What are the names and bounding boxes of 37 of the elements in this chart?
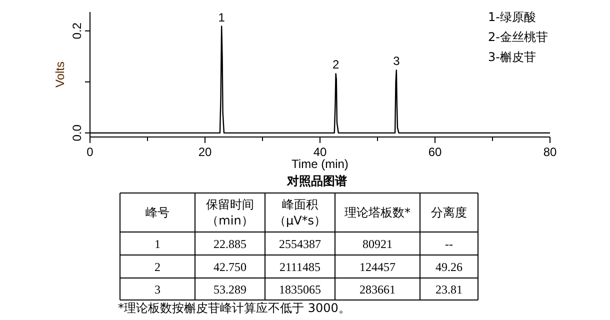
text: 22.885 — [214, 237, 246, 251]
y-tick-label: 0.2 — [70, 22, 84, 40]
x-axis-title: Time (min) — [292, 157, 348, 171]
text: 2111485 — [279, 260, 321, 274]
annotation: 1 — [218, 10, 226, 24]
text: 1835065 — [279, 282, 321, 296]
x-tick-label: 80 — [543, 145, 557, 159]
annotation: 1-绿原酸 — [488, 10, 536, 24]
text: 23.81 — [436, 282, 462, 296]
text: *理论板数按槲皮苷峰计算应不低于 3000。 — [118, 301, 350, 315]
category-label: 分离度 — [431, 206, 467, 220]
text: 42.750 — [214, 260, 246, 274]
text: 49.26 — [436, 260, 462, 274]
category-label: 理论塔板数* — [344, 206, 410, 220]
text: 124457 — [360, 260, 396, 274]
category-label: 保留时间（min） — [206, 198, 254, 228]
text: 1 — [154, 237, 160, 251]
text: 对照品图谱 — [286, 174, 347, 188]
text: -- — [445, 237, 453, 251]
y-tick-label: 0.0 — [70, 124, 84, 142]
x-tick-label: 0 — [86, 145, 94, 159]
annotation: 3-槲皮苷 — [488, 50, 536, 64]
text: 80921 — [362, 237, 392, 251]
text: 2554387 — [279, 237, 321, 251]
annotation: 2-金丝桃苷 — [488, 30, 548, 44]
annotation: 3 — [393, 54, 400, 68]
text: 283661 — [360, 282, 396, 296]
category-label: 峰号 — [146, 206, 170, 220]
annotation: 2 — [332, 58, 340, 72]
text: 53.289 — [214, 282, 246, 296]
x-tick-label: 60 — [428, 145, 442, 159]
category-label: 峰面积（μV*s） — [274, 198, 326, 228]
text: 3 — [154, 282, 160, 296]
x-tick-label: 40 — [313, 145, 327, 159]
text: 2 — [154, 260, 160, 274]
y-axis-title: Volts — [53, 61, 67, 88]
x-tick-label: 20 — [198, 145, 212, 159]
